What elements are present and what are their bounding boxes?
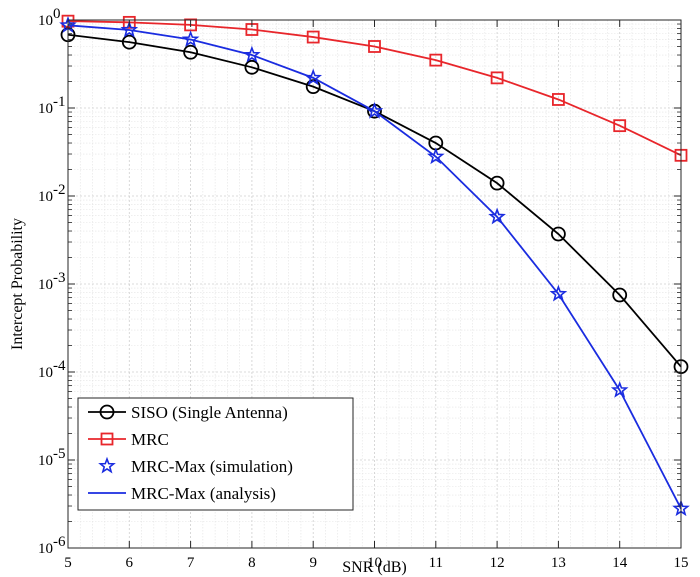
- data-point-circle: [183, 44, 199, 60]
- y-tick-label: 10 -6: [38, 534, 66, 557]
- y-axis-label: Intercept Probability: [9, 218, 26, 350]
- data-point-square: [490, 71, 504, 85]
- legend-label: MRC-Max (simulation): [131, 457, 293, 476]
- data-point-square: [100, 432, 114, 446]
- data-point-circle: [121, 34, 137, 50]
- y-tick-exponent: -4: [53, 358, 66, 374]
- data-point-square: [368, 40, 381, 53]
- y-tick-exponent: -1: [53, 94, 66, 110]
- x-tick-label: 8: [248, 555, 256, 571]
- y-tick-label: 10 -4: [38, 358, 66, 381]
- data-point-star: [243, 45, 261, 63]
- data-point-circle: [489, 175, 505, 191]
- x-tick-label: 15: [674, 555, 689, 571]
- x-tick-label: 10: [367, 555, 382, 571]
- data-point-square: [429, 53, 443, 67]
- data-point-star: [120, 20, 139, 38]
- x-tick-label: 6: [126, 555, 134, 571]
- legend-label: MRC: [131, 430, 169, 449]
- y-tick-base: 10: [38, 453, 53, 469]
- data-point-square: [613, 119, 627, 133]
- data-point-square: [306, 30, 320, 44]
- y-tick-base: 10: [38, 365, 53, 381]
- legend-entry: MRC-Max (simulation): [98, 456, 293, 476]
- data-point-star: [365, 101, 384, 119]
- x-tick-label: 11: [429, 555, 443, 571]
- x-tick-label: 5: [64, 555, 72, 571]
- y-tick-label: 10 -2: [38, 182, 66, 205]
- legend-entry: SISO (Single Antenna): [88, 403, 288, 422]
- series-line: [67, 24, 682, 510]
- legend-entry: MRC-Max (analysis): [88, 484, 276, 503]
- data-point-square: [552, 93, 565, 106]
- y-tick-base: 10: [38, 189, 53, 205]
- x-tick-label: 13: [551, 555, 566, 571]
- data-point-star: [304, 68, 323, 86]
- y-tick-base: 10: [38, 541, 53, 557]
- series-line: [67, 20, 682, 157]
- data-point-circle: [99, 404, 115, 420]
- data-point-star: [426, 147, 445, 165]
- y-tick-base: 10: [38, 277, 53, 293]
- y-tick-exponent: -5: [53, 446, 66, 462]
- y-tick-base: 10: [38, 13, 53, 29]
- x-tick-label: 12: [490, 555, 505, 571]
- series-mrc-max-analysis: [67, 24, 682, 510]
- y-tick-label: 10 -3: [38, 270, 66, 293]
- y-tick-exponent: -2: [53, 182, 66, 198]
- legend: SISO (Single Antenna) MRC MRC-Max (simulat…: [77, 397, 354, 511]
- legend-entry: MRC: [88, 430, 169, 449]
- data-point-star: [98, 456, 116, 474]
- y-tick-exponent: -6: [53, 534, 66, 550]
- data-point-star: [488, 207, 506, 225]
- x-tick-label: 9: [309, 555, 317, 571]
- y-tick-exponent: 0: [53, 6, 61, 22]
- data-point-circle: [551, 226, 566, 242]
- x-axis-label: SNR (dB): [342, 559, 406, 576]
- x-tick-label: 14: [612, 555, 628, 571]
- y-tick-exponent: -3: [53, 270, 66, 286]
- data-point-circle: [612, 287, 628, 303]
- data-point-star: [181, 30, 200, 48]
- tick-marks: [67, 19, 682, 549]
- legend-box: [77, 397, 354, 511]
- x-tick-labels: 5 6 7 8 9 10 11 12 13 14 15: [64, 555, 688, 571]
- data-point-circle: [244, 59, 260, 75]
- legend-label: SISO (Single Antenna): [131, 403, 288, 422]
- x-tick-label: 7: [187, 555, 195, 571]
- data-point-star: [610, 380, 629, 398]
- data-point-star: [549, 284, 568, 302]
- data-point-square: [122, 15, 136, 29]
- y-tick-base: 10: [38, 101, 53, 117]
- y-tick-label: 10 -1: [38, 94, 66, 117]
- y-tick-label: 10 -5: [38, 446, 66, 469]
- legend-label: MRC-Max (analysis): [131, 484, 276, 503]
- y-tick-label: 10 0: [38, 6, 61, 29]
